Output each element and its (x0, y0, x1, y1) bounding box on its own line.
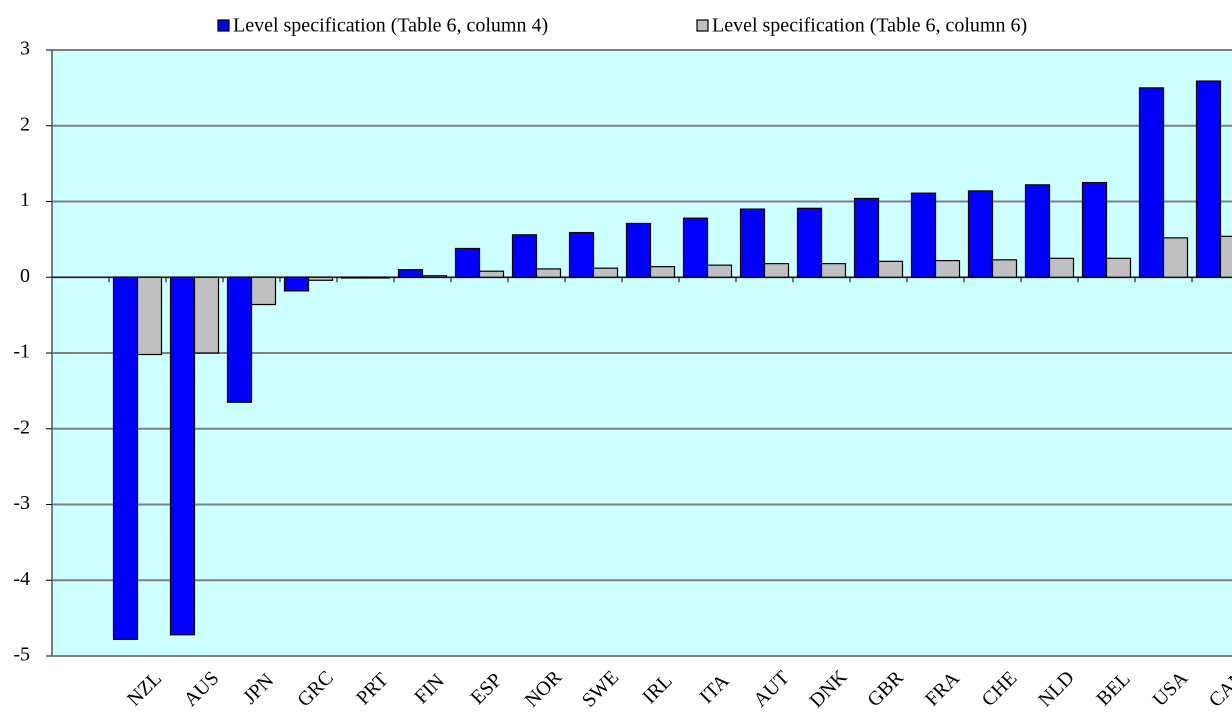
y-tick-label: 1 (20, 189, 30, 211)
bar (226, 276, 253, 403)
bar (1195, 80, 1222, 278)
bar (478, 270, 505, 278)
x-tick-label: AUS (180, 667, 224, 711)
x-tick-label: GRC (293, 667, 338, 712)
x-tick-label: GBR (863, 666, 908, 711)
bar (1219, 235, 1232, 278)
x-tick-label: DNK (805, 666, 852, 713)
y-tick-label: -3 (13, 492, 30, 514)
bar (568, 231, 595, 278)
y-tick-label: 2 (20, 113, 30, 135)
x-tick-label: CAN (1205, 666, 1232, 711)
x-tick-label: BEL (1092, 668, 1134, 710)
bar (169, 276, 196, 636)
bar (421, 275, 448, 278)
bar (340, 276, 367, 279)
bar (649, 266, 676, 278)
bar (307, 276, 334, 281)
bar (250, 276, 277, 306)
bar (625, 222, 652, 278)
y-tick-label: 3 (20, 38, 30, 60)
x-tick-label: NZL (123, 667, 166, 710)
x-tick-label: SWE (578, 666, 623, 711)
bar (511, 234, 538, 278)
bar (1105, 257, 1132, 278)
legend-label: Level specification (Table 6, column 4) (233, 15, 548, 37)
bar (853, 197, 880, 278)
bar (763, 263, 790, 278)
bar (112, 276, 139, 640)
x-tick-label: FRA (921, 667, 964, 710)
bar (877, 260, 904, 278)
x-tick-label: ESP (467, 669, 507, 709)
bar (193, 276, 220, 354)
bar (1162, 237, 1189, 278)
x-tick-label: ITA (696, 670, 734, 708)
bar (592, 267, 619, 278)
bar (283, 276, 310, 292)
y-tick-label: -5 (13, 644, 30, 666)
bar (967, 190, 994, 278)
x-tick-label: PRT (352, 669, 393, 710)
bar (136, 276, 163, 356)
x-tick-label: JPN (239, 669, 278, 708)
legend-swatch (696, 19, 709, 32)
x-tick-label: AUT (749, 667, 794, 712)
bar (1138, 87, 1165, 278)
bar (706, 264, 733, 278)
x-tick-label: IRL (638, 670, 676, 708)
bar (991, 259, 1018, 278)
bar (934, 259, 961, 278)
legend-label: Level specification (Table 6, column 6) (712, 15, 1027, 37)
bar (820, 263, 847, 278)
x-tick-label: CHE (978, 667, 1022, 711)
bar (535, 268, 562, 278)
bar (1024, 184, 1051, 278)
bar (397, 269, 424, 278)
legend-swatch (217, 19, 230, 32)
x-tick-label: FIN (410, 670, 448, 708)
x-tick-label: USA (1149, 667, 1193, 711)
bar (739, 208, 766, 278)
y-tick-label: 0 (20, 265, 30, 287)
x-tick-label: NLD (1034, 667, 1079, 712)
x-tick-label: NOR (521, 666, 567, 712)
y-tick-label: -2 (13, 416, 30, 438)
y-tick-label: -1 (13, 341, 30, 363)
bar (454, 247, 481, 278)
bar (1081, 181, 1108, 278)
bar (682, 217, 709, 278)
bar (364, 276, 391, 279)
bar (910, 192, 937, 278)
y-tick-label: -4 (13, 568, 30, 590)
bar (1048, 257, 1075, 278)
bar (796, 207, 823, 278)
